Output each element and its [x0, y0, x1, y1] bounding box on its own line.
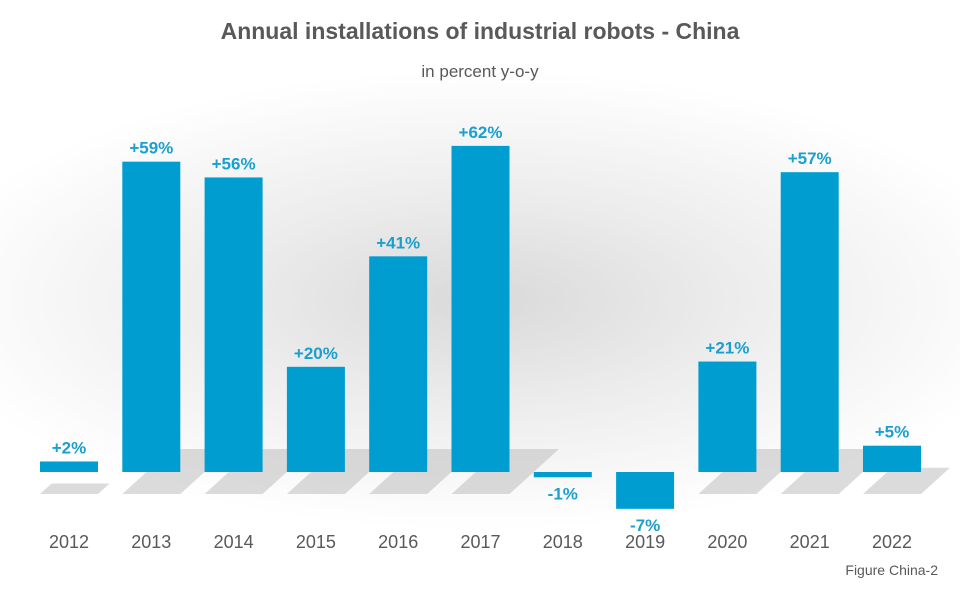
bar-2020	[698, 361, 757, 472]
value-label-2013: +59%	[129, 139, 173, 158]
value-label-2019: -7%	[630, 516, 660, 535]
x-tick-2021: 2021	[790, 532, 830, 552]
figure-caption: Figure China-2	[845, 562, 938, 578]
x-tick-2013: 2013	[131, 532, 171, 552]
bar-shadow-2022	[863, 467, 950, 494]
x-tick-2017: 2017	[460, 532, 500, 552]
x-tick-2022: 2022	[872, 532, 912, 552]
bar-2013	[122, 161, 181, 472]
x-tick-2015: 2015	[296, 532, 336, 552]
x-tick-2019: 2019	[625, 532, 665, 552]
x-tick-2012: 2012	[49, 532, 89, 552]
value-label-2015: +20%	[294, 344, 338, 363]
value-label-2020: +21%	[705, 339, 749, 358]
x-tick-2020: 2020	[707, 532, 747, 552]
value-label-2014: +56%	[212, 154, 256, 173]
value-label-2017: +62%	[459, 123, 503, 142]
bar-2021	[780, 172, 839, 472]
value-label-2018: -1%	[548, 484, 578, 503]
value-label-2016: +41%	[376, 233, 420, 252]
x-tick-2018: 2018	[543, 532, 583, 552]
bar-2012	[40, 461, 98, 472]
bars	[40, 145, 921, 509]
bar-2014	[204, 177, 263, 472]
bar-2019	[616, 472, 675, 509]
bar-2017	[451, 145, 510, 472]
bar-2016	[369, 256, 428, 472]
bar-shadow-2012	[40, 483, 110, 494]
x-tick-2016: 2016	[378, 532, 418, 552]
bar-2018	[533, 472, 592, 478]
bar-2015	[286, 366, 345, 472]
x-tick-2014: 2014	[214, 532, 254, 552]
chart-title: Annual installations of industrial robot…	[220, 18, 740, 44]
chart-subtitle: in percent y-o-y	[421, 62, 539, 81]
value-label-2022: +5%	[875, 423, 910, 442]
value-label-2021: +57%	[788, 149, 832, 168]
value-label-2012: +2%	[52, 438, 87, 457]
value-labels: +2% +59% +56% +20% +41% +62% -1% -7% +21% +57% +5%	[52, 123, 910, 535]
x-tick-labels: 2012 2013 2014 2015 2016 2017 2018 2019 2020 2021…	[49, 532, 912, 552]
bar-2022	[863, 445, 921, 472]
